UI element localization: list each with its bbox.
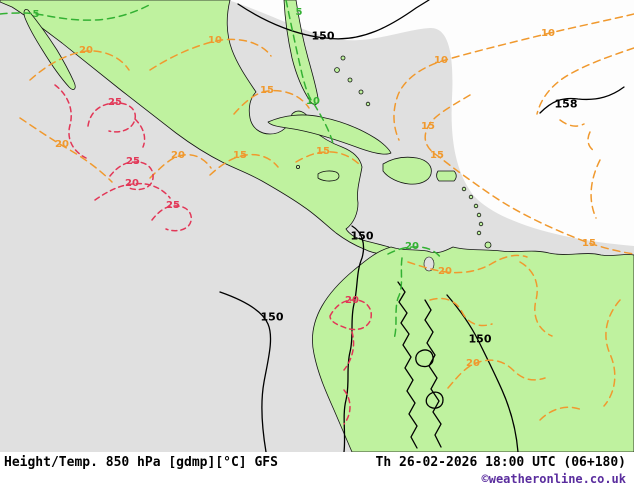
islands-bahamas — [295, 55, 371, 169]
islands-lesser-antilles — [461, 186, 492, 249]
landmass-puerto-rico — [436, 170, 457, 182]
landmass-baja — [23, 9, 76, 90]
copyright-link[interactable]: ©weatheronline.co.uk — [481, 472, 627, 486]
map-valid-datetime: Th 26-02-2026 18:00 UTC (06+180) — [375, 455, 626, 470]
temp-contours-red — [54, 84, 373, 425]
footer-bar: Height/Temp. 850 hPa [gdmp][°C] GFS Th 2… — [0, 452, 634, 490]
temp-contours-orange — [19, 13, 634, 421]
height-contours-black — [219, 0, 625, 452]
land-layer — [0, 0, 634, 452]
map-parameter-title: Height/Temp. 850 hPa [gdmp][°C] GFS — [4, 455, 278, 470]
temp-contours-green — [0, 0, 442, 340]
landmass-jamaica — [317, 170, 340, 182]
footer-copyright-row: ©weatheronline.co.uk — [4, 471, 627, 487]
landmass-south-america — [312, 246, 634, 452]
atlantic-bright-region — [228, 0, 634, 246]
footer-main-row: Height/Temp. 850 hPa [gdmp][°C] GFS Th 2… — [4, 454, 626, 471]
landmass-hispaniola — [382, 156, 432, 185]
landmass-florida — [283, 0, 319, 105]
map-area: 5 5 150 10 10 20 10 158 25 15 10 15 20 25 15 20 15 15 20 25… — [0, 0, 634, 452]
landmass-mexico-central-america — [0, 0, 392, 255]
weather-map-svg — [0, 0, 634, 452]
